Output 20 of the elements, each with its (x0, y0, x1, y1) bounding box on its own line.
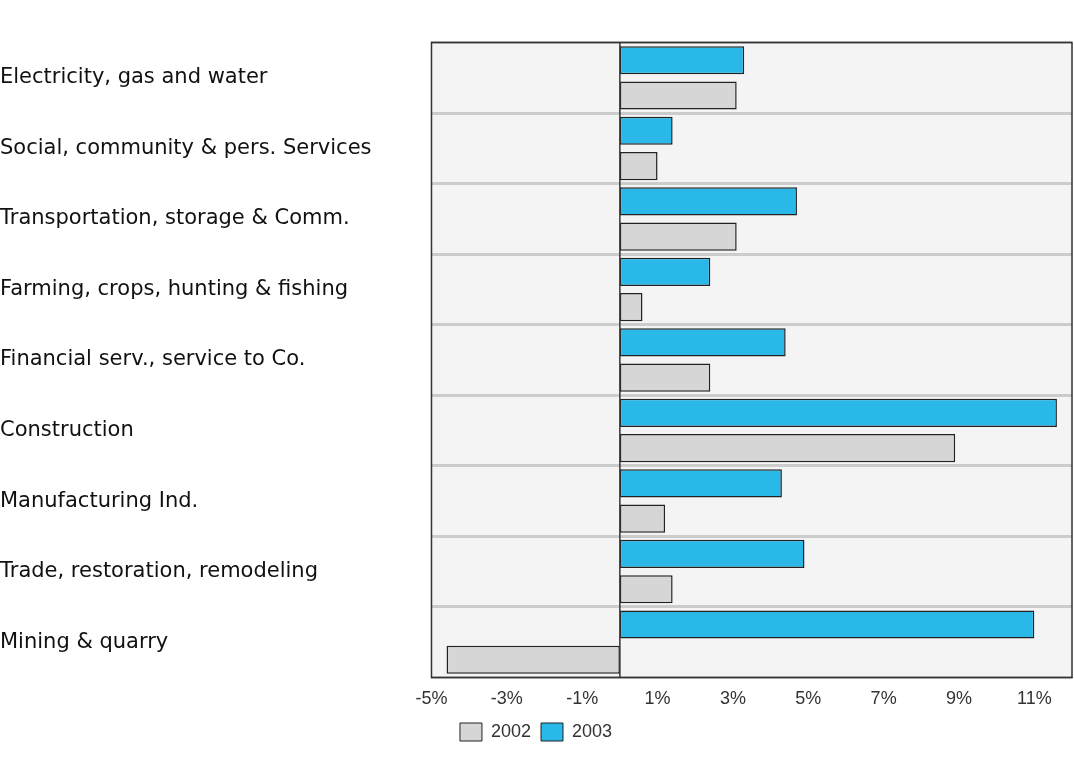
x-tick-label: -1% (566, 688, 599, 709)
x-tick-label: -5% (415, 688, 448, 709)
y-tick-label: Mining & quarry (0, 628, 169, 653)
legend-label: 2002 (490, 720, 531, 741)
y-tick-label: Social, community & pers. Services (0, 134, 372, 159)
x-tick-label: 9% (945, 688, 972, 709)
y-tick-label: Manufacturing Ind. (0, 487, 199, 512)
legend-label: 2003 (572, 720, 613, 741)
y-tick-label: Transportation, storage & Comm. (0, 205, 350, 230)
x-tick-label: 11% (1016, 688, 1052, 709)
x-tick-label: 7% (870, 688, 897, 709)
x-tick-label: 3% (719, 688, 746, 709)
y-tick-label: Electricity, gas and water (0, 64, 268, 89)
x-tick-label: 5% (795, 688, 822, 709)
x-tick-label: -3% (490, 688, 523, 709)
x-tick-label: 1% (644, 688, 671, 709)
y-tick-label: Construction (0, 416, 134, 441)
y-tick-label: Farming, crops, hunting & fishing (0, 275, 349, 300)
y-tick-label: Trade, restoration, remodeling (0, 558, 318, 583)
y-tick-label: Financial serv., service to Co. (0, 346, 306, 371)
